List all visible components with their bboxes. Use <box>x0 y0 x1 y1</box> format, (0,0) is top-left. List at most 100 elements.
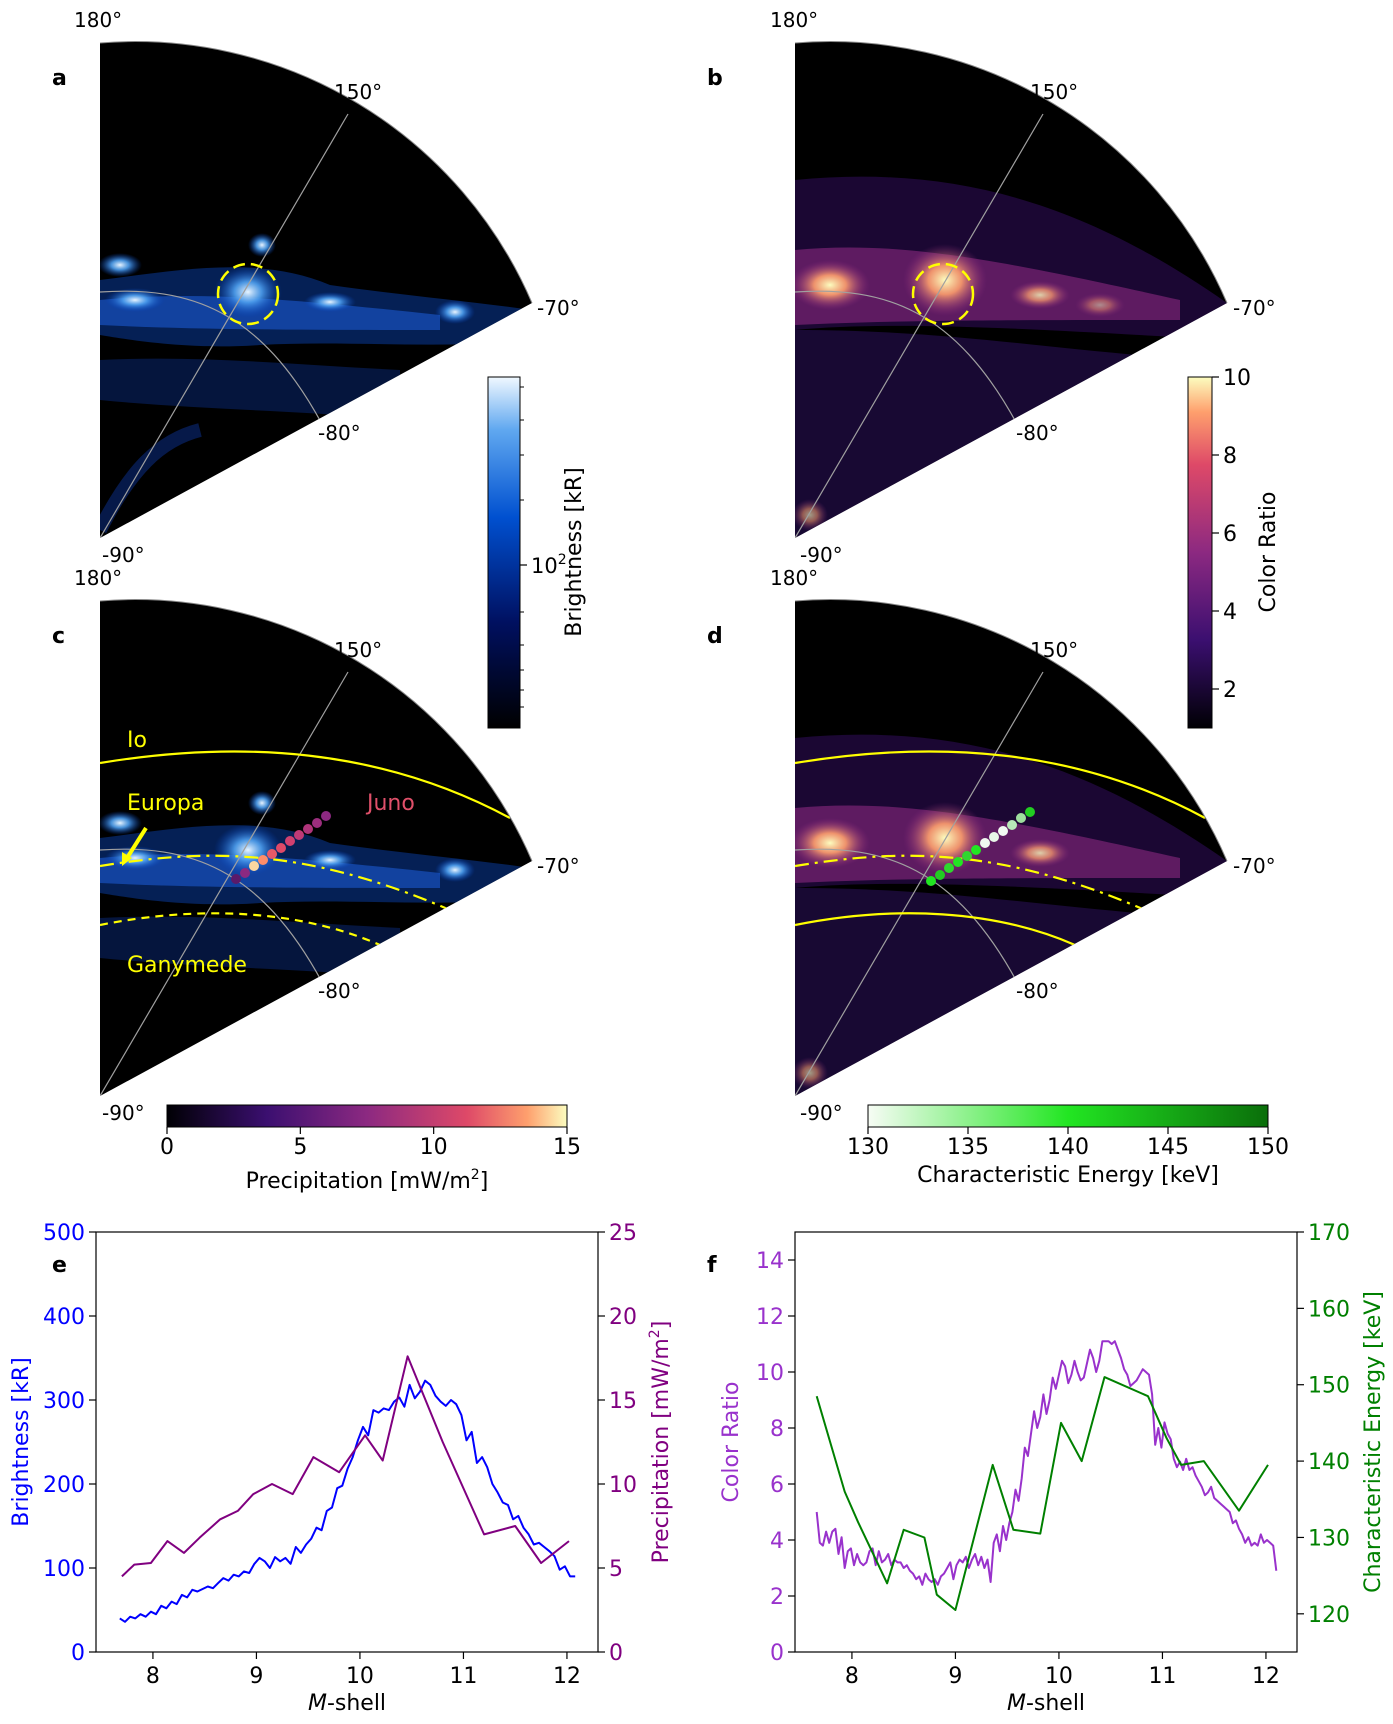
colorbar-precipitation: 0 5 10 15 Precipitation [mW/m2] <box>160 1104 581 1194</box>
juno-point <box>971 845 981 855</box>
plot-f-x-ticks: 8 9 10 11 12 <box>845 1652 1280 1689</box>
moon-footprint-lines <box>795 750 1206 947</box>
juno-point <box>953 857 963 867</box>
label-lat-70: -70° <box>1233 296 1276 320</box>
y-tick-label-left: 500 <box>43 1221 85 1246</box>
label-lat-80: -80° <box>318 979 361 1003</box>
y-tick-label-right: 130 <box>1308 1526 1350 1551</box>
series-line-right <box>815 1376 1269 1611</box>
colorbar-brightness: 102 Brightness [kR] <box>487 376 587 729</box>
label-lon-150: 150° <box>1030 638 1078 662</box>
juno-point <box>944 863 954 873</box>
juno-track-energy <box>926 807 1035 886</box>
plot-e-ylabel-right: Precipitation [mW/m2] <box>647 1321 674 1564</box>
io-footprint <box>100 750 511 819</box>
europa-footprint <box>795 854 1146 912</box>
juno-point <box>240 868 250 878</box>
x-tick-label: 12 <box>1252 1664 1280 1689</box>
juno-label: Juno <box>365 791 415 816</box>
juno-point <box>303 824 313 834</box>
y-tick-label-right: 10 <box>609 1473 637 1498</box>
plot-f-ylabel-left: Color Ratio <box>719 1382 744 1503</box>
panel-c-letter: c <box>52 624 65 649</box>
label-lon-150: 150° <box>1030 80 1078 104</box>
juno-point <box>249 861 259 871</box>
plot-f-ylabel-right: Characteristic Energy [keV] <box>1361 1291 1386 1593</box>
juno-point <box>926 876 936 886</box>
x-tick-label: 9 <box>249 1664 263 1689</box>
colorbar-tick-label: 2 <box>1223 678 1237 703</box>
colorbar-tick-label: 6 <box>1223 522 1237 547</box>
panel-b: b 180° 150° -70° -80° -90° <box>707 8 1276 567</box>
series-line-left <box>119 1379 576 1623</box>
y-tick-label-left: 14 <box>756 1249 784 1274</box>
juno-point <box>258 855 268 865</box>
colorbar-brightness-label: Brightness [kR] <box>562 467 587 636</box>
panel-a-auroral-emission <box>100 233 532 534</box>
juno-point <box>267 849 277 859</box>
colorbar-tick-label: 135 <box>947 1135 989 1160</box>
y-tick-label-left: 4 <box>770 1529 784 1554</box>
y-tick-label-left: 300 <box>43 1389 85 1414</box>
plot-f-y-ticks-right: 120 130 140 150 160 170 <box>1297 1221 1350 1628</box>
europa-arrow-head <box>122 852 132 866</box>
highlight-circle <box>911 262 975 326</box>
plot-f-lines <box>815 1340 1278 1611</box>
label-lat-90: -90° <box>800 543 843 567</box>
juno-point <box>276 843 286 853</box>
moon-footprint-lines <box>100 750 511 947</box>
panel-e-letter: e <box>52 1253 67 1278</box>
y-tick-label-right: 25 <box>609 1221 637 1246</box>
juno-point <box>294 830 304 840</box>
europa-arrow <box>125 826 148 860</box>
juno-point <box>989 832 999 842</box>
colorbar-tick-label: 145 <box>1147 1135 1189 1160</box>
juno-point <box>285 836 295 846</box>
panel-f-letter: f <box>707 1253 717 1278</box>
juno-point <box>1016 813 1026 823</box>
x-tick-label: 12 <box>553 1664 581 1689</box>
colorbar-tick-label: 10 <box>1223 366 1251 391</box>
ganymede-footprint <box>795 912 1076 947</box>
juno-point <box>231 874 241 884</box>
colorbar-tick-label: 5 <box>293 1135 307 1160</box>
y-tick-label-right: 120 <box>1308 1603 1350 1628</box>
label-lon-150: 150° <box>334 80 382 104</box>
io-label: Io <box>127 728 147 753</box>
label-lat-90: -90° <box>102 543 145 567</box>
juno-point <box>1025 807 1035 817</box>
label-lat-80: -80° <box>318 421 361 445</box>
ganymede-label: Ganymede <box>127 953 247 978</box>
juno-track <box>231 811 331 884</box>
plot-e-y-ticks-left: 0 100 200 300 400 500 <box>43 1221 96 1666</box>
y-tick-label-right: 140 <box>1308 1450 1350 1475</box>
juno-point <box>962 851 972 861</box>
y-tick-label-right: 5 <box>609 1557 623 1582</box>
plot-e-x-ticks: 8 9 10 11 12 <box>146 1652 581 1689</box>
plot-e-lines <box>119 1355 576 1623</box>
plot-f-y-ticks-left: 0 2 4 6 8 10 12 14 <box>756 1249 795 1666</box>
label-lon-180: 180° <box>74 8 122 32</box>
colorbar-color-ratio-label: Color Ratio <box>1256 492 1281 613</box>
colorbar-tick-label: 130 <box>847 1135 889 1160</box>
x-tick-label: 10 <box>346 1664 374 1689</box>
label-lat-80: -80° <box>1016 421 1059 445</box>
highlight-circle <box>216 262 280 326</box>
label-lon-180: 180° <box>770 566 818 590</box>
juno-point <box>935 870 945 880</box>
y-tick-label-left: 6 <box>770 1473 784 1498</box>
panel-d-letter: d <box>707 624 723 649</box>
y-tick-label-left: 100 <box>43 1557 85 1582</box>
juno-point <box>998 826 1008 836</box>
label-lon-150: 150° <box>334 638 382 662</box>
y-tick-label-left: 8 <box>770 1417 784 1442</box>
y-tick-label-left: 0 <box>770 1641 784 1666</box>
label-lat-90: -90° <box>102 1101 145 1125</box>
juno-point <box>312 818 322 828</box>
panel-a-letter: a <box>52 66 67 91</box>
label-lat-70: -70° <box>537 854 580 878</box>
label-lon-180: 180° <box>74 566 122 590</box>
colorbar-tick-label: 15 <box>553 1135 581 1160</box>
